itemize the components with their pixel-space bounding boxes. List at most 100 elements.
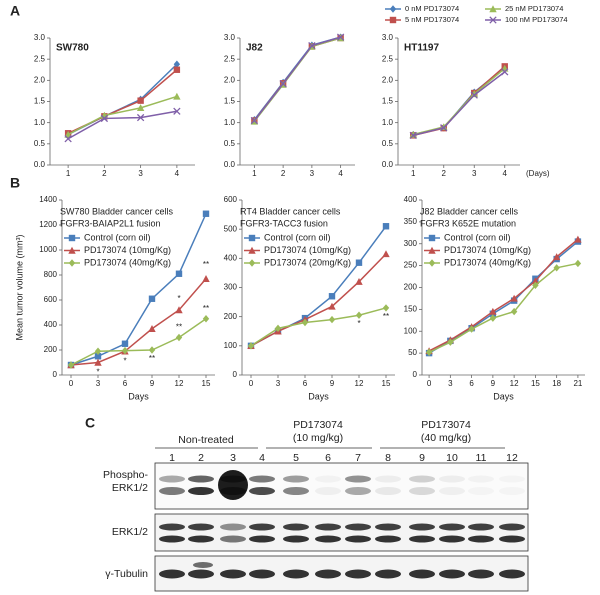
marker (248, 234, 256, 242)
y-tick-label: 0.5 (224, 139, 236, 148)
marker (389, 5, 397, 13)
marker (94, 347, 102, 355)
row-label: ERK1/2 (112, 482, 148, 494)
lane-number: 5 (293, 452, 299, 464)
x-axis-label: (Days) (526, 169, 550, 178)
y-tick-label: 3.0 (34, 33, 46, 42)
blot-headers: Non-treated PD173074 (10 mg/kg) PD173074… (103, 419, 529, 592)
y-tick-label: 400 (44, 320, 58, 329)
x-tick-label: 3 (310, 169, 315, 178)
band (468, 535, 494, 543)
chart-title: J82 (246, 43, 263, 54)
band (249, 487, 275, 495)
series-line (413, 71, 506, 137)
lane-number: 10 (446, 452, 458, 464)
blot-panel (154, 513, 529, 552)
marker (94, 353, 102, 360)
group-sublabel: (10 mg/kg) (293, 432, 343, 444)
band (159, 535, 185, 543)
x-axis-label: Days (493, 391, 514, 401)
series-line (253, 37, 341, 122)
marker (552, 253, 561, 261)
y-tick-label: 300 (404, 239, 418, 248)
x-tick-label: 3 (138, 169, 143, 178)
x-axis-label: Days (308, 391, 329, 401)
marker (532, 281, 539, 290)
band (283, 475, 309, 483)
marker (470, 91, 478, 99)
y-tick-label: 800 (44, 270, 58, 279)
marker (301, 318, 309, 327)
band (315, 535, 341, 543)
band (468, 523, 494, 531)
x-tick-label: 12 (510, 379, 519, 388)
x-tick-label: 21 (573, 379, 582, 388)
y-tick-label: 1400 (39, 195, 57, 204)
marker (64, 135, 72, 143)
x-tick-label: 1 (252, 169, 257, 178)
y-tick-label: 2.0 (382, 75, 394, 84)
band (159, 523, 185, 531)
row-label: ERK1/2 (112, 526, 148, 538)
band (315, 569, 341, 579)
band (409, 569, 435, 579)
x-tick-label: 18 (552, 379, 561, 388)
y-tick-label: 0 (413, 370, 418, 379)
lane-number: 4 (259, 452, 265, 464)
group-label: PD173074 (421, 419, 471, 431)
marker (355, 277, 363, 285)
band (499, 569, 525, 579)
lane-number: 1 (169, 452, 175, 464)
x-tick-label: 3 (448, 379, 453, 388)
x-axis-label: Days (128, 391, 149, 401)
x-tick-label: 4 (175, 169, 180, 178)
band (220, 523, 246, 531)
marker (308, 41, 316, 50)
band (345, 523, 371, 531)
x-tick-label: 0 (249, 379, 254, 388)
marker (510, 307, 518, 316)
series-line (250, 307, 387, 347)
y-tick-label: 200 (404, 283, 418, 292)
series-line (70, 213, 207, 366)
y-tick-label: 2.5 (224, 54, 236, 63)
annotation: * (357, 319, 360, 328)
chart-subtitle: FGFR3 K652E mutation (420, 218, 516, 228)
band (409, 487, 435, 495)
band (159, 569, 185, 579)
band (409, 535, 435, 543)
y-tick-label: 0 (53, 370, 58, 379)
marker (328, 302, 336, 310)
marker (136, 113, 145, 122)
marker (428, 246, 436, 254)
legend-label: 0 nM PD173074 (405, 4, 459, 13)
series-line (253, 37, 341, 122)
y-tick-label: 0.5 (382, 139, 394, 148)
y-tick-label: 100 (404, 326, 418, 335)
series-line (67, 95, 178, 136)
series-line (428, 238, 579, 352)
band (159, 487, 185, 495)
band (188, 487, 214, 495)
annotation: ** (149, 354, 155, 363)
chart-subtitle: FGFR3-TACC3 fusion (240, 218, 328, 228)
series-line (428, 262, 579, 353)
y-tick-label: 0 (233, 370, 238, 379)
band (218, 470, 248, 500)
legend-label: 100 nM PD173074 (505, 15, 568, 24)
x-tick-label: 9 (491, 379, 496, 388)
marker (382, 304, 390, 312)
y-tick-label: 100 (224, 341, 238, 350)
y-tick-label: 400 (224, 253, 238, 262)
group-label: PD173074 (293, 419, 343, 431)
marker (553, 264, 560, 272)
legend-label: PD173074 (10mg/Kg) (84, 245, 171, 255)
band (499, 476, 525, 483)
x-tick-label: 6 (303, 379, 308, 388)
chart-title: RT4 Bladder cancer cells (240, 206, 341, 216)
y-tick-label: 1.5 (382, 97, 394, 106)
marker (440, 124, 448, 132)
band (409, 475, 435, 483)
band (499, 487, 525, 495)
x-tick-label: 4 (338, 169, 343, 178)
